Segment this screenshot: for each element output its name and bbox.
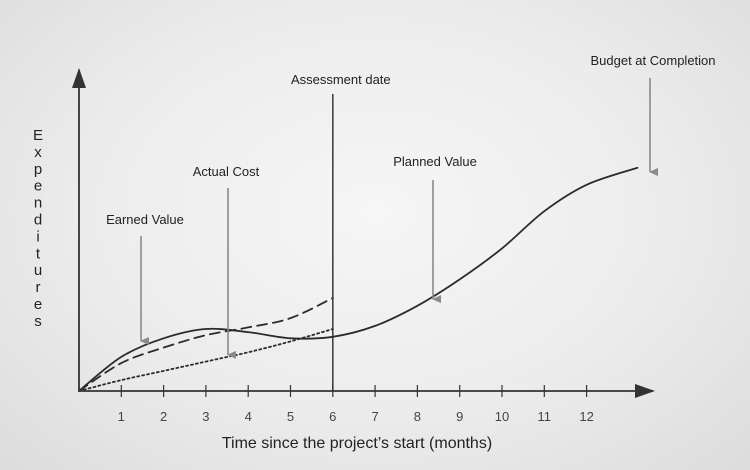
series-line-actual-cost — [78, 297, 334, 392]
x-tick-label: 4 — [245, 409, 252, 424]
x-tick-label: 8 — [414, 409, 421, 424]
x-axis-arrowhead — [635, 384, 655, 398]
x-tick-label: 12 — [579, 409, 593, 424]
annotation-label-budget-at-completion: Budget at Completion — [590, 53, 715, 68]
x-tick-label: 10 — [495, 409, 509, 424]
x-tick-label: 2 — [160, 409, 167, 424]
x-tick-label: 1 — [118, 409, 125, 424]
x-axis-title: Time since the project’s start (months) — [222, 435, 492, 452]
x-tick-label: 3 — [202, 409, 209, 424]
annotation-label-planned-value: Planned Value — [393, 154, 477, 169]
annotation-label-earned-value: Earned Value — [106, 212, 184, 227]
series-line-planned-value — [78, 166, 639, 392]
series-line-earned-value — [78, 328, 334, 392]
annotation-label-actual-cost: Actual Cost — [193, 164, 260, 179]
y-axis-arrowhead — [72, 68, 86, 88]
x-tick-label: 6 — [329, 409, 336, 424]
x-tick-label: 7 — [371, 409, 378, 424]
assessment-date-label: Assessment date — [291, 72, 391, 87]
x-tick-label: 5 — [287, 409, 294, 424]
x-tick-label: 11 — [538, 409, 552, 424]
x-tick-label: 9 — [456, 409, 463, 424]
